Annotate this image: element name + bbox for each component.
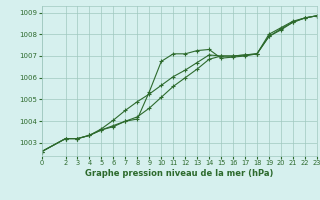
X-axis label: Graphe pression niveau de la mer (hPa): Graphe pression niveau de la mer (hPa)	[85, 169, 273, 178]
